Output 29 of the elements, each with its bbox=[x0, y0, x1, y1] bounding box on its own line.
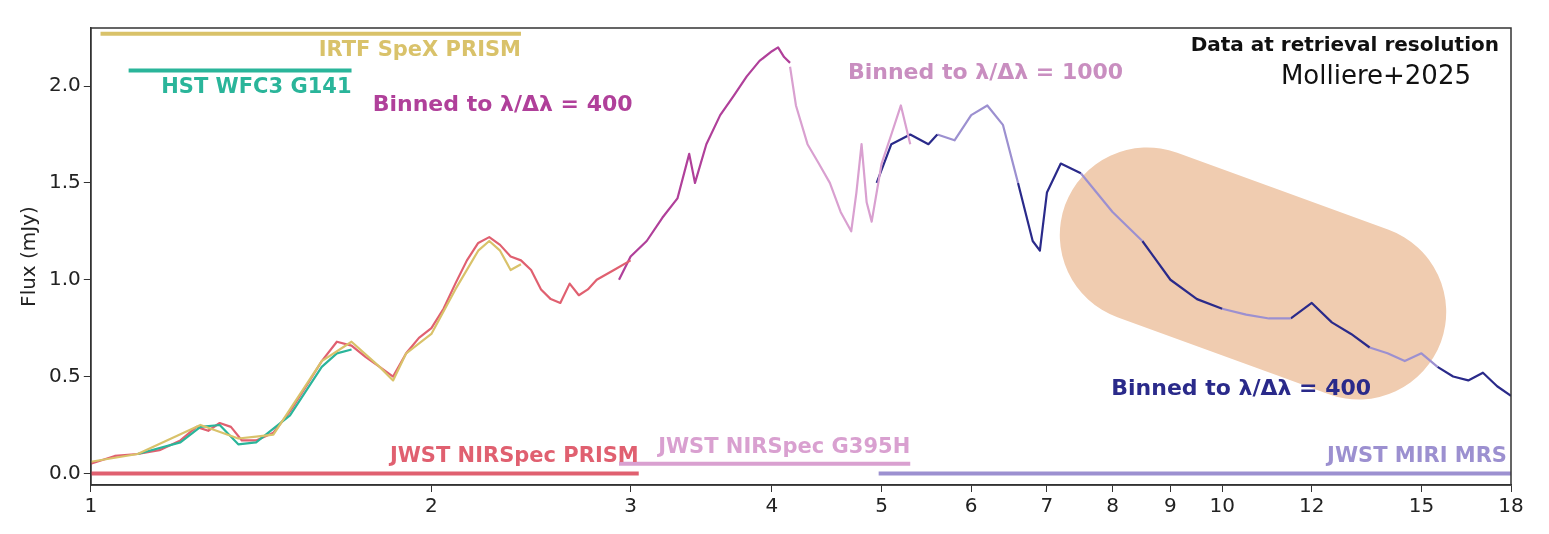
x-tick-label: 8 bbox=[1106, 493, 1119, 518]
y-tick-label: 0.5 bbox=[48, 362, 81, 387]
series-label: HST WFC3 G141 bbox=[161, 73, 352, 98]
y-tick-label: 1.5 bbox=[48, 169, 81, 194]
series-label: JWST NIRSpec G395H bbox=[656, 433, 911, 458]
x-tick-label: 5 bbox=[875, 493, 888, 518]
x-tick-label: 3 bbox=[624, 493, 637, 518]
x-tick-label: 12 bbox=[1299, 493, 1325, 518]
x-tick-label: 4 bbox=[765, 493, 779, 518]
x-tick-label: 6 bbox=[964, 493, 978, 518]
annotation: Binned to λ/Δλ = 400 bbox=[372, 91, 633, 117]
annotation: Molliere+2025 bbox=[1280, 59, 1471, 90]
x-tick-label: 7 bbox=[1040, 493, 1054, 518]
y-tick-label: 2.0 bbox=[48, 72, 81, 97]
series-label: JWST NIRSpec PRISM bbox=[387, 443, 639, 468]
annotation: Binned to λ/Δλ = 400 bbox=[1111, 374, 1372, 400]
y-tick-label: 0.0 bbox=[48, 459, 81, 484]
series-label: JWST MIRI MRS bbox=[1325, 443, 1507, 468]
x-tick-label: 10 bbox=[1209, 493, 1235, 518]
x-tick-label: 1 bbox=[84, 493, 98, 518]
annotation: Data at retrieval resolution bbox=[1190, 32, 1499, 57]
x-tick-label: 2 bbox=[425, 493, 438, 518]
y-tick-label: 1.0 bbox=[48, 265, 81, 290]
series-label: IRTF SpeX PRISM bbox=[318, 36, 521, 61]
x-tick-label: 15 bbox=[1408, 493, 1435, 518]
annotation: Binned to λ/Δλ = 1000 bbox=[847, 59, 1124, 85]
y-axis-title: Flux (mJy) bbox=[16, 206, 41, 307]
x-tick-label: 9 bbox=[1164, 493, 1177, 518]
x-tick-label: 18 bbox=[1498, 493, 1524, 518]
